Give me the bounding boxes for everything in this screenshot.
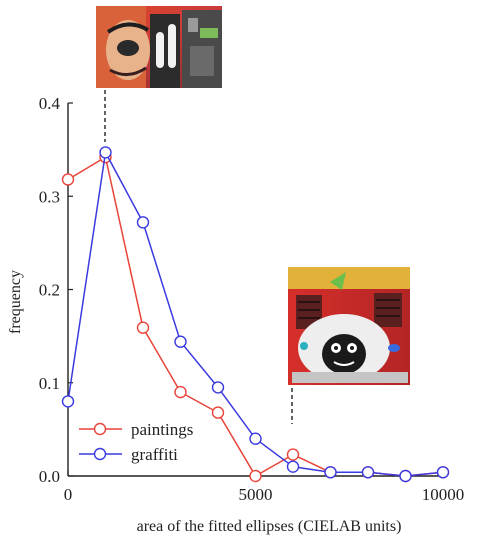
legend-label-paintings: paintings: [131, 420, 193, 439]
data-point-graffiti: [211, 381, 225, 394]
legend-label-graffiti: graffiti: [131, 445, 178, 464]
data-point-graffiti: [249, 432, 262, 445]
data-point-graffiti: [136, 216, 150, 229]
data-point-graffiti: [324, 466, 337, 479]
data-point-graffiti: [361, 466, 375, 479]
data-point-paintings: [61, 173, 75, 186]
data-point-paintings: [286, 448, 300, 461]
series-graffiti: [61, 146, 450, 483]
legend-item-paintings: paintings: [79, 420, 193, 439]
data-point-graffiti: [286, 460, 300, 473]
data-point-paintings: [211, 406, 225, 419]
x-tick-label: 0: [64, 485, 73, 504]
inset-image-monkey: [288, 267, 410, 385]
data-point-graffiti: [99, 146, 112, 159]
legend-item-graffiti: graffiti: [79, 445, 178, 464]
x-tick-label: 5000: [239, 485, 273, 504]
y-tick-label: 0.2: [39, 281, 60, 300]
y-tick-label: 0.4: [39, 94, 61, 113]
data-point-paintings: [174, 385, 187, 399]
x-axis-title: area of the fitted ellipses (CIELAB unit…: [137, 518, 402, 535]
inset-image-graffiti: [96, 6, 222, 88]
x-tick-label: 10000: [422, 485, 465, 504]
y-tick-label: 0.0: [39, 467, 60, 486]
data-point-graffiti: [436, 466, 450, 479]
y-tick-label: 0.1: [39, 374, 60, 393]
data-point-graffiti: [399, 469, 412, 483]
data-point-paintings: [136, 321, 150, 334]
y-axis-title: frequency: [7, 270, 24, 334]
y-tick-label: 0.3: [39, 187, 60, 206]
legend-marker-paintings: [93, 422, 107, 436]
data-point-graffiti: [61, 395, 75, 408]
data-point-paintings: [249, 469, 262, 483]
legend: paintings graffiti: [79, 420, 193, 464]
legend-marker-graffiti: [93, 447, 107, 461]
data-point-graffiti: [174, 335, 187, 348]
